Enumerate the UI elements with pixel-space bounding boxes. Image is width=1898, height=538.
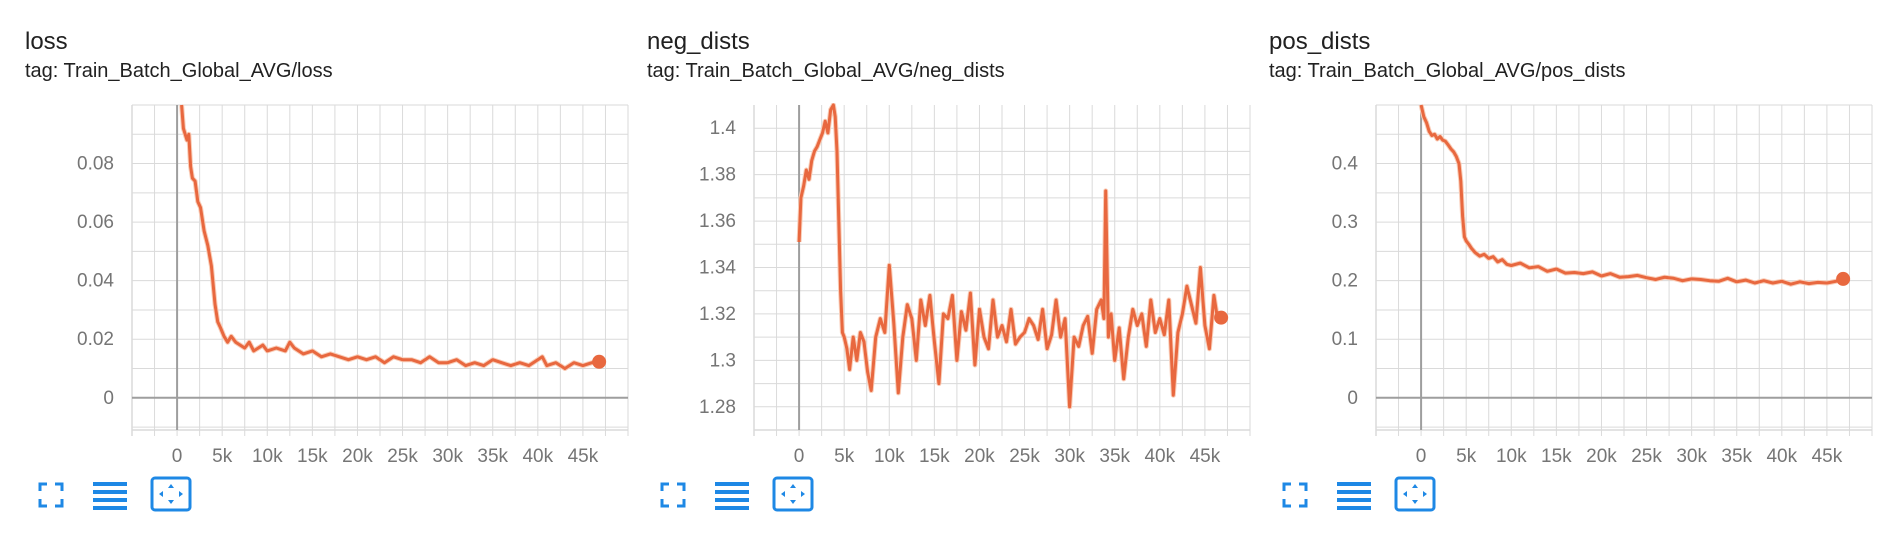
y-tick-label: 0.06 <box>77 212 114 233</box>
x-tick-label: 10k <box>252 446 283 467</box>
x-tick-label: 25k <box>387 446 418 467</box>
x-tick-label: 35k <box>1099 446 1130 467</box>
series-last-point <box>1836 271 1851 286</box>
chart-tag: tag: Train_Batch_Global_AVG/pos_dists <box>1269 60 1626 82</box>
x-tick-label: 30k <box>1054 446 1085 467</box>
list-lines-icon <box>93 482 127 510</box>
y-tick-label: 1.36 <box>699 211 736 232</box>
x-tick-label: 20k <box>342 446 373 467</box>
fit-domain-icon <box>150 476 192 512</box>
fullscreen-button[interactable] <box>1282 482 1308 513</box>
toggle-log-scale-button[interactable] <box>1337 482 1371 517</box>
fullscreen-icon <box>660 482 686 508</box>
x-tick-label: 40k <box>1144 446 1175 467</box>
y-tick-label: 1.34 <box>699 258 736 279</box>
x-tick-label: 0 <box>1416 446 1427 467</box>
x-tick-label: 30k <box>1676 446 1707 467</box>
series-line <box>180 104 600 370</box>
x-tick-label: 15k <box>1541 446 1572 467</box>
x-tick-label: 35k <box>477 446 508 467</box>
series-line <box>797 103 1222 409</box>
x-tick-label: 20k <box>964 446 995 467</box>
list-lines-icon <box>715 482 749 510</box>
series-raw-line <box>179 104 600 371</box>
pos-dists-chart-plot[interactable]: 0 5k 10k 15k 20k 25k 30k 35k 40k 45k 0 0.1 0.2 0.3 0.4 <box>1244 95 1876 467</box>
loss-chart-plot[interactable]: 0 5k 10k 15k 20k 25k 30k 35k 40k 45k 0 0.02 0.04 0.06… <box>0 95 632 467</box>
x-tick-label: 5k <box>1456 446 1477 467</box>
series-last-point <box>592 354 607 369</box>
x-tick-label: 45k <box>1812 446 1843 467</box>
x-tick-label: 25k <box>1631 446 1662 467</box>
fit-domain-icon <box>772 476 814 512</box>
x-tick-label: 0 <box>172 446 183 467</box>
x-tick-label: 15k <box>297 446 328 467</box>
chart-title: pos_dists <box>1269 28 1371 55</box>
series-last-point <box>1214 310 1229 325</box>
chart-tag: tag: Train_Batch_Global_AVG/neg_dists <box>647 60 1005 82</box>
x-tick-label: 30k <box>432 446 463 467</box>
x-tick-label: 10k <box>874 446 905 467</box>
chart-title: loss <box>25 28 68 55</box>
y-tick-label: 0.1 <box>1332 329 1358 350</box>
x-tick-label: 0 <box>794 446 805 467</box>
series-raw-line <box>1418 104 1844 287</box>
y-tick-label: 0.08 <box>77 154 114 175</box>
x-tick-label: 20k <box>1586 446 1617 467</box>
fit-domain-button[interactable] <box>1394 476 1436 517</box>
x-tick-label: 40k <box>522 446 553 467</box>
toggle-log-scale-button[interactable] <box>93 482 127 517</box>
x-tick-label: 40k <box>1766 446 1797 467</box>
y-tick-label: 0.3 <box>1332 212 1358 233</box>
fullscreen-button[interactable] <box>660 482 686 513</box>
x-tick-label: 25k <box>1009 446 1040 467</box>
x-tick-label: 35k <box>1721 446 1752 467</box>
series-line <box>1419 104 1844 286</box>
y-tick-label: 1.3 <box>710 350 736 371</box>
chart-title: neg_dists <box>647 28 750 55</box>
fit-domain-button[interactable] <box>150 476 192 517</box>
y-tick-label: 0.2 <box>1332 271 1358 292</box>
chart-card-loss: loss tag: Train_Batch_Global_AVG/loss 0 5… <box>0 0 632 538</box>
y-tick-label: 0 <box>103 388 114 409</box>
y-tick-label: 1.28 <box>699 397 736 418</box>
x-tick-label: 5k <box>834 446 855 467</box>
x-tick-label: 5k <box>212 446 233 467</box>
fullscreen-button[interactable] <box>38 482 64 513</box>
fit-domain-button[interactable] <box>772 476 814 517</box>
x-tick-label: 15k <box>919 446 950 467</box>
y-tick-label: 1.4 <box>710 118 737 139</box>
x-tick-label: 45k <box>1190 446 1221 467</box>
fit-domain-icon <box>1394 476 1436 512</box>
series-raw-line <box>796 103 1222 410</box>
y-tick-label: 1.32 <box>699 304 736 325</box>
toggle-log-scale-button[interactable] <box>715 482 749 517</box>
y-tick-label: 0 <box>1347 388 1358 409</box>
x-tick-label: 10k <box>1496 446 1527 467</box>
chart-tag: tag: Train_Batch_Global_AVG/loss <box>25 60 333 82</box>
x-tick-label: 45k <box>568 446 599 467</box>
y-tick-label: 0.4 <box>1332 154 1359 175</box>
chart-card-neg-dists: neg_dists tag: Train_Batch_Global_AVG/ne… <box>622 0 1254 538</box>
y-tick-label: 0.02 <box>77 329 114 350</box>
fullscreen-icon <box>1282 482 1308 508</box>
y-tick-label: 1.38 <box>699 165 736 186</box>
fullscreen-icon <box>38 482 64 508</box>
y-tick-label: 0.04 <box>77 271 114 292</box>
neg-dists-chart-plot[interactable]: 0 5k 10k 15k 20k 25k 30k 35k 40k 45k 1.28 1.3 1.32 1.… <box>622 95 1254 467</box>
chart-card-pos-dists: pos_dists tag: Train_Batch_Global_AVG/po… <box>1244 0 1876 538</box>
list-lines-icon <box>1337 482 1371 510</box>
